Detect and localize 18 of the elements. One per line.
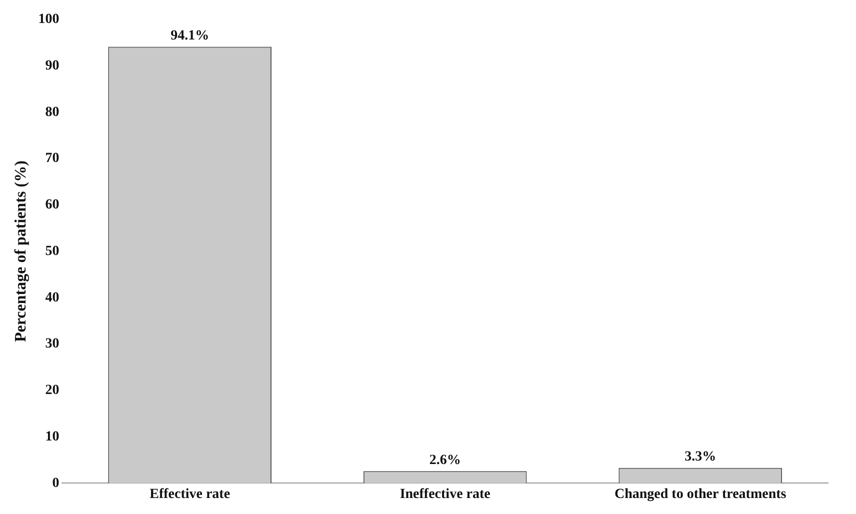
x-tick-label: Ineffective rate [400, 487, 490, 502]
y-axis-title: Percentage of patients (%) [12, 160, 30, 342]
data-label: 3.3% [684, 450, 716, 465]
y-tick-label: 10 [45, 429, 60, 444]
x-tick-label: Effective rate [150, 487, 230, 502]
y-tick-label: 80 [45, 104, 60, 120]
y-tick-label: 70 [45, 151, 60, 166]
x-tick-label: Changed to other treatments [614, 487, 787, 502]
y-tick-label: 0 [52, 476, 60, 491]
y-tick-label: 50 [45, 244, 60, 259]
y-tick-label: 90 [45, 58, 60, 74]
data-label: 94.1% [170, 28, 210, 44]
y-tick-label: 30 [45, 336, 60, 352]
y-tick-label: 20 [45, 383, 60, 398]
data-label: 2.6% [429, 452, 461, 468]
y-tick-label: 60 [45, 198, 60, 213]
y-tick-label: 100 [38, 12, 60, 28]
y-tick-label: 40 [45, 290, 60, 306]
